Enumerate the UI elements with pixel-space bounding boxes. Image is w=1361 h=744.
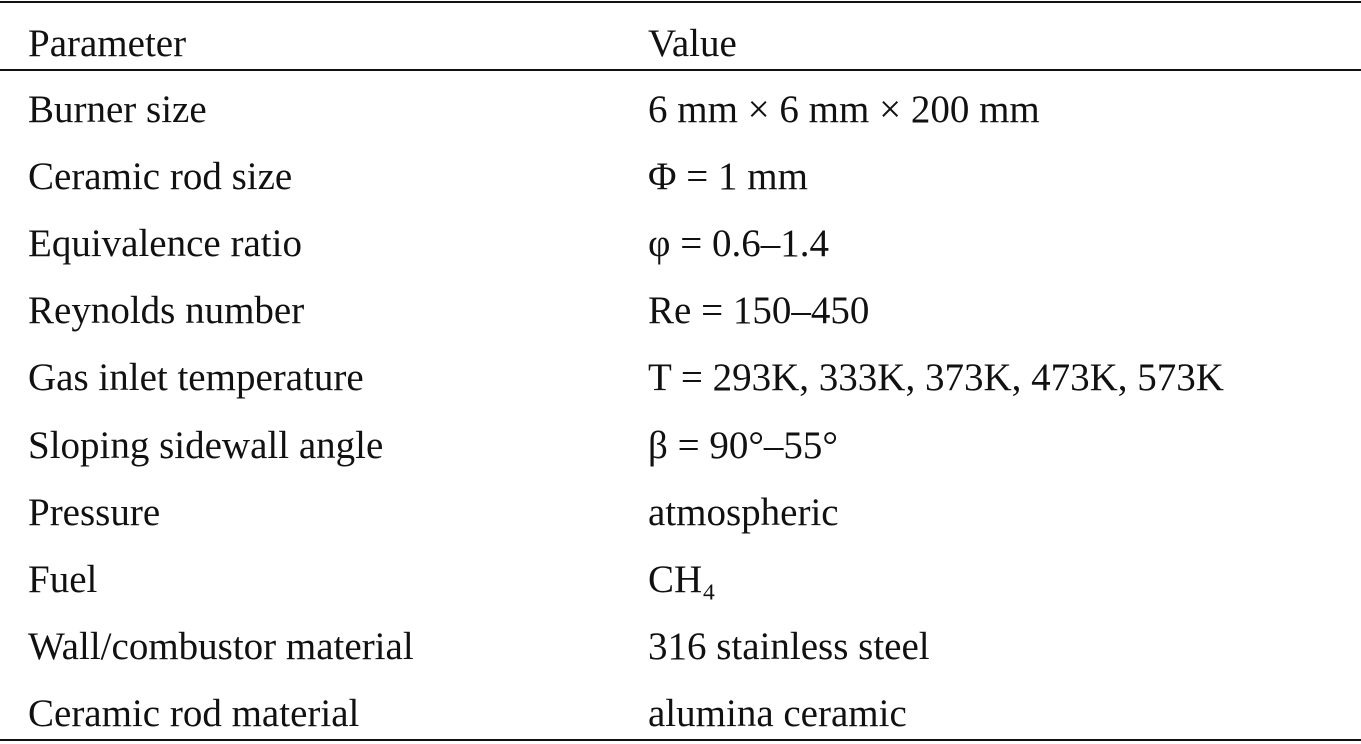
parameter-cell: Ceramic rod size bbox=[28, 155, 293, 199]
value-cell: alumina ceramic bbox=[648, 691, 907, 735]
parameter-cell: Ceramic rod material bbox=[28, 691, 360, 735]
header-cell: Value bbox=[648, 22, 737, 65]
value-cell: T = 293K, 333K, 373K, 473K, 573K bbox=[648, 356, 1224, 400]
parameter-cell: Fuel bbox=[28, 557, 98, 601]
value-cell: β = 90°–55° bbox=[648, 423, 839, 467]
value-cell: Φ = 1 mm bbox=[648, 155, 808, 199]
value-cell: φ = 0.6–1.4 bbox=[648, 222, 830, 266]
parameter-cell: Gas inlet temperature bbox=[28, 356, 364, 400]
parameter-cell: Burner size bbox=[28, 88, 207, 131]
header-rule bbox=[0, 69, 1361, 71]
value-cell: Re = 150–450 bbox=[648, 289, 870, 333]
top-rule bbox=[0, 1, 1361, 3]
value-cell: atmospheric bbox=[648, 490, 839, 534]
header-cell: Parameter bbox=[28, 22, 187, 65]
bottom-rule bbox=[0, 739, 1361, 741]
parameter-cell: Wall/combustor material bbox=[28, 624, 414, 668]
value-cell: 6 mm × 6 mm × 200 mm bbox=[648, 88, 1040, 131]
parameter-cell: Equivalence ratio bbox=[28, 222, 302, 266]
parameter-cell: Sloping sidewall angle bbox=[28, 423, 384, 467]
value-cell: CH₄ bbox=[648, 557, 716, 601]
value-cell: 316 stainless steel bbox=[648, 624, 930, 668]
parameter-cell: Reynolds number bbox=[28, 289, 305, 333]
parameter-cell: Pressure bbox=[28, 490, 161, 534]
